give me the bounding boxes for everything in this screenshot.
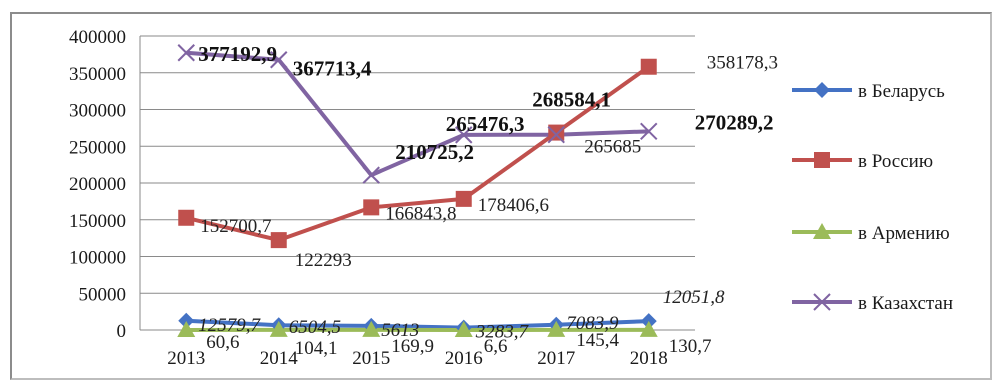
- data-label: 104,1: [295, 338, 338, 359]
- series-marker: [639, 320, 658, 337]
- series-markers: [177, 44, 658, 337]
- x-tick-label: 2015: [352, 348, 390, 369]
- legend: в Беларусь в Россию в Армению в Казахстан: [792, 81, 953, 314]
- data-label: 5613: [381, 320, 419, 341]
- legend-label: в Казахстан: [858, 293, 953, 314]
- series-marker: [269, 320, 288, 337]
- data-label: 358178,3: [707, 53, 778, 74]
- y-tick-label: 350000: [69, 64, 126, 85]
- data-label: 7083,9: [566, 313, 619, 334]
- y-axis-ticks: 0 50000 100000 150000 200000 250000 300000 3500…: [69, 27, 126, 342]
- legend-label: в Армению: [858, 223, 950, 244]
- y-tick-label: 150000: [69, 211, 126, 232]
- series-lines: [185, 50, 650, 332]
- series-marker: [178, 312, 195, 329]
- series-marker: [178, 209, 195, 226]
- y-tick-label: 50000: [79, 284, 127, 305]
- legend-marker: [813, 293, 831, 311]
- series-marker: [270, 232, 287, 249]
- y-tick-label: 200000: [69, 174, 126, 195]
- series-line: [186, 318, 649, 330]
- series-marker: [547, 320, 566, 337]
- y-tick-label: 100000: [69, 248, 126, 269]
- series-marker: [455, 190, 472, 207]
- legend-marker: [813, 223, 831, 239]
- data-label: 6,6: [484, 336, 508, 357]
- data-label: 377192,9: [198, 42, 277, 66]
- data-label: 6504,5: [289, 317, 341, 338]
- legend-label: в Россию: [858, 151, 933, 172]
- x-tick-label: 2016: [445, 348, 483, 369]
- y-tick-label: 0: [117, 321, 127, 342]
- data-label: 130,7: [669, 336, 712, 357]
- series-marker: [547, 126, 565, 144]
- series-marker: [362, 320, 381, 337]
- x-tick-label: 2018: [630, 348, 668, 369]
- series-marker: [363, 199, 380, 216]
- data-label: 268584,1: [532, 88, 611, 112]
- data-label: 60,6: [206, 332, 239, 353]
- series-marker: [270, 51, 288, 69]
- data-label: 12579,7: [198, 315, 261, 336]
- data-label: 3283,7: [475, 322, 530, 343]
- series-line: [186, 50, 649, 178]
- series-marker: [455, 126, 473, 144]
- x-axis-ticks: 2013 2014 2015 2016 2017 2018: [167, 348, 668, 369]
- x-tick-label: 2017: [537, 348, 575, 369]
- series-marker: [177, 44, 195, 62]
- gridlines: [139, 35, 695, 331]
- data-label: 178406,6: [478, 195, 549, 216]
- y-tick-label: 300000: [69, 101, 126, 122]
- series-marker: [177, 320, 196, 337]
- data-label: 152700,7: [200, 216, 271, 237]
- legend-label: в Беларусь: [858, 81, 945, 102]
- data-label: 122293: [295, 250, 352, 271]
- series-marker: [548, 124, 565, 141]
- data-labels: 152700,7 122293 166843,8 178406,6 268584,1 35…: [198, 42, 778, 359]
- x-tick-label: 2013: [167, 348, 205, 369]
- series-marker: [362, 166, 380, 184]
- y-tick-label: 400000: [69, 27, 126, 48]
- data-label: 367713,4: [293, 57, 372, 81]
- chart-frame: [10, 12, 992, 380]
- data-label: 12051,8: [663, 287, 725, 308]
- legend-marker: [814, 82, 830, 98]
- data-label: 265476,3: [446, 112, 525, 136]
- data-label: 145,4: [576, 330, 619, 351]
- data-label: 166843,8: [385, 203, 456, 224]
- legend-marker: [814, 152, 830, 168]
- series-line: [185, 65, 650, 243]
- series-marker: [640, 58, 657, 75]
- data-label: 270289,2: [695, 110, 774, 134]
- y-tick-label: 250000: [69, 137, 126, 158]
- series-marker: [454, 320, 473, 337]
- data-label: 210725,2: [395, 140, 474, 164]
- data-label: 265685: [584, 137, 641, 158]
- data-label: 169,9: [391, 336, 434, 357]
- series-marker: [640, 122, 658, 141]
- x-tick-label: 2014: [260, 348, 299, 369]
